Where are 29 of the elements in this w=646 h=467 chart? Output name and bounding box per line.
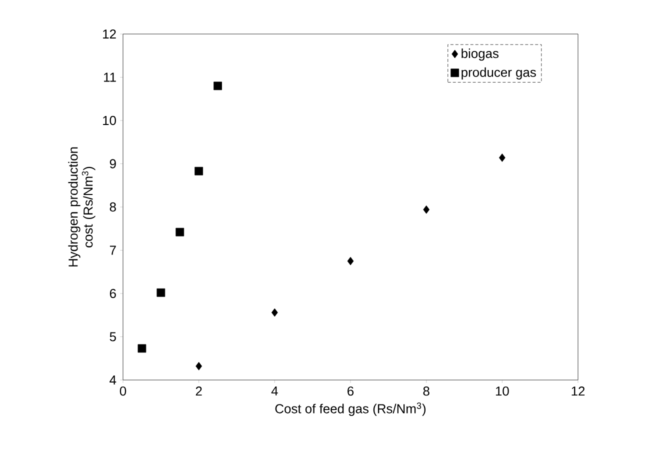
y-tick-label: 5 — [110, 332, 116, 342]
point — [138, 344, 146, 353]
x-tick-label: 10 — [496, 386, 509, 396]
point — [194, 166, 204, 176]
y-tick-label: 4 — [110, 376, 116, 384]
y-tick-label: 12 — [103, 29, 116, 39]
point — [498, 154, 506, 162]
y-tick-label: 9 — [110, 159, 116, 168]
point — [196, 362, 202, 370]
y-tick-label: 7 — [110, 246, 116, 255]
point — [214, 82, 222, 90]
x-tick-label: 0 — [120, 386, 126, 396]
x-tick-label: 12 — [572, 386, 585, 396]
point — [176, 228, 184, 236]
point — [347, 256, 354, 266]
point — [271, 308, 278, 317]
x-axis-title: Cost of feed gas (Rs/Nm$^{3}$) — [275, 402, 426, 416]
x-tick-label: 6 — [348, 386, 354, 396]
x-tick-label: 8 — [423, 386, 430, 396]
y-tick-label: 10 — [103, 116, 116, 126]
y-tick-label: 6 — [110, 288, 116, 298]
point — [156, 288, 166, 297]
point — [423, 205, 430, 214]
x-tick-label: 4 — [271, 386, 278, 396]
legend-label: producer gas — [462, 67, 536, 80]
legend-label: biogas — [462, 48, 499, 61]
y-tick-label: 8 — [110, 202, 116, 212]
x-tick-label: 2 — [196, 386, 202, 396]
y-tick-label: 11 — [104, 72, 116, 82]
